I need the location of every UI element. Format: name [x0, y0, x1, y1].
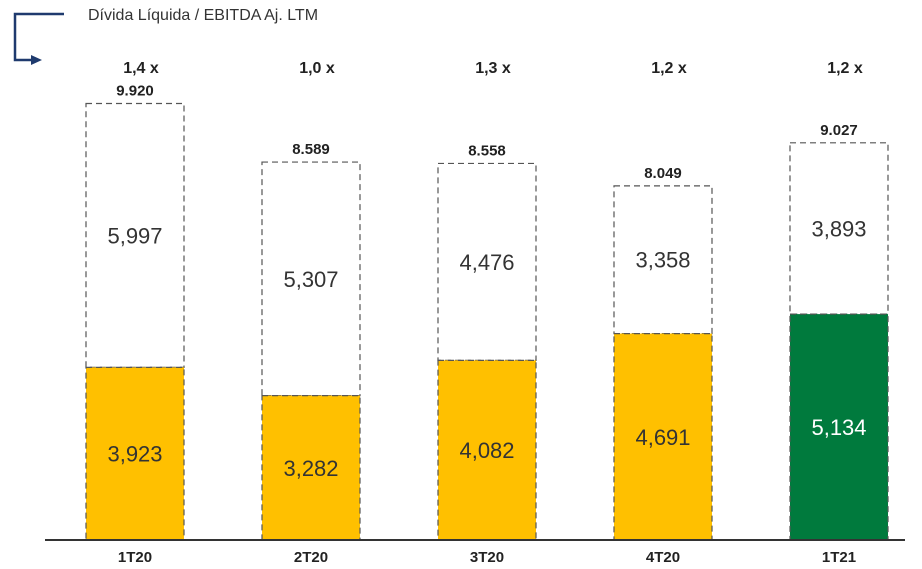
x-tick-label-2T20: 2T20 — [294, 549, 328, 566]
x-tick-label-3T20: 3T20 — [470, 549, 504, 566]
bar-top-4T20 — [613, 185, 713, 335]
ratio-label-4T20: 1,2 x — [651, 60, 687, 77]
ratio-label-3T20: 1,3 x — [475, 60, 511, 77]
bar-top-label-4T20: 3,358 — [635, 248, 690, 273]
bar-top-3T20 — [437, 162, 537, 361]
bar-bottom-2T20 — [261, 394, 361, 541]
bar-total-label-2T20: 8.589 — [292, 141, 330, 158]
bar-top-1T20 — [85, 102, 185, 368]
bar-top-label-2T20: 5,307 — [283, 267, 338, 292]
bar-bottom-label-3T20: 4,082 — [459, 438, 514, 463]
bar-bottom-1T20 — [85, 366, 185, 541]
ratio-label-1T20: 1,4 x — [123, 60, 159, 77]
bar-top-label-1T21: 3,893 — [811, 216, 866, 241]
bar-top-1T21 — [789, 142, 889, 315]
x-tick-label-1T21: 1T21 — [822, 549, 856, 566]
ratio-label-2T20: 1,0 x — [299, 60, 335, 77]
x-tick-label-1T20: 1T20 — [118, 549, 152, 566]
bar-bottom-label-4T20: 4,691 — [635, 425, 690, 450]
bar-top-label-3T20: 4,476 — [459, 250, 514, 275]
bar-top-2T20 — [261, 161, 361, 397]
labels-layer: 3,923 5,997 9.920 1,4 x 1T20 3,282 5,307 8.589 1… — [107, 60, 866, 566]
bar-bottom-label-1T20: 3,923 — [107, 442, 162, 467]
ratio-label-1T21: 1,2 x — [827, 60, 863, 77]
bar-bottom-3T20 — [437, 359, 537, 541]
bar-total-label-1T20: 9.920 — [116, 83, 154, 100]
legend-arrow-icon — [13, 12, 64, 65]
bar-bottom-label-1T21: 5,134 — [811, 415, 866, 440]
x-tick-label-4T20: 4T20 — [646, 549, 680, 566]
bar-total-label-1T21: 9.027 — [820, 122, 858, 139]
bar-top-label-1T20: 5,997 — [107, 223, 162, 248]
bar-bottom-1T21 — [789, 313, 889, 541]
bar-total-label-4T20: 8.049 — [644, 165, 682, 182]
bar-total-label-3T20: 8.558 — [468, 142, 506, 159]
chart-title: Dívida Líquida / EBITDA Aj. LTM — [88, 7, 318, 24]
bar-bottom-label-2T20: 3,282 — [283, 456, 338, 481]
bar-bottom-4T20 — [613, 332, 713, 541]
bars-layer — [85, 102, 889, 541]
